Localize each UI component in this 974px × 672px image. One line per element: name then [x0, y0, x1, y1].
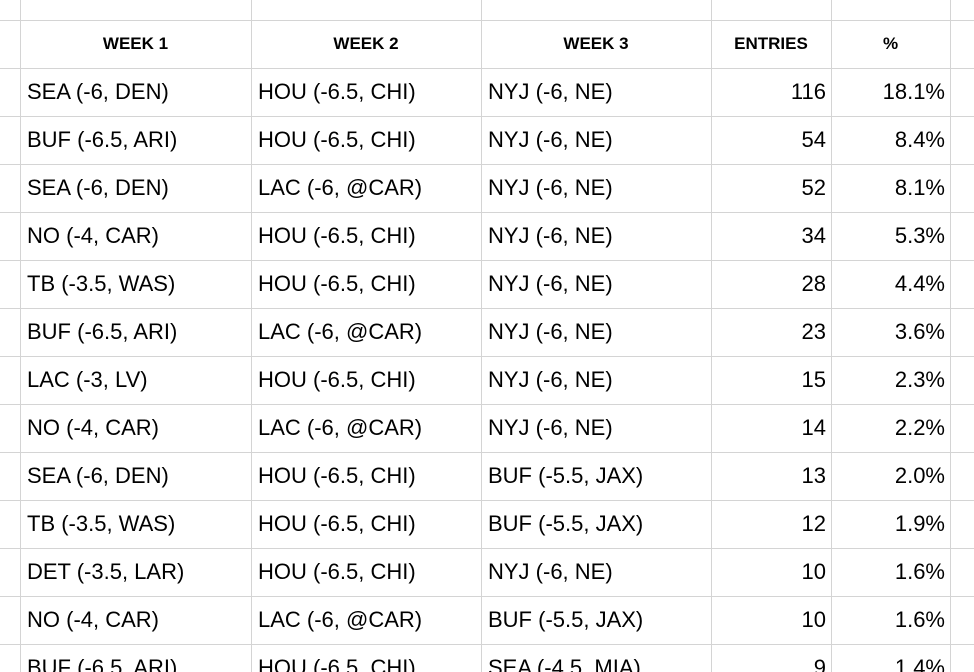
table-cell: SEA (-6, DEN) — [27, 463, 169, 488]
table-cell: 10 — [801, 559, 826, 584]
column-header: WEEK 3 — [563, 34, 629, 53]
table-cell: HOU (-6.5, CHI) — [258, 463, 416, 488]
table-cell: DET (-3.5, LAR) — [27, 559, 185, 584]
table-cell: 14 — [801, 415, 826, 440]
table-cell: SEA (-6, DEN) — [27, 175, 169, 200]
table-cell: 12 — [801, 511, 826, 536]
table-cell: 2.2% — [894, 415, 945, 440]
table-cell: 4.4% — [894, 271, 945, 296]
table-cell: NYJ (-6, NE) — [488, 223, 613, 248]
table-cell: 1.9% — [894, 511, 945, 536]
table-cell: 116 — [790, 79, 826, 104]
table-cell: 10 — [801, 607, 826, 632]
table-cell: 1.6% — [894, 559, 945, 584]
table-cell: TB (-3.5, WAS) — [27, 271, 176, 296]
table-cell: 8.1% — [894, 175, 945, 200]
table-cell: 1.4% — [894, 655, 945, 672]
column-header: ENTRIES — [734, 34, 808, 53]
grid-line — [251, 0, 252, 672]
table-cell: NYJ (-6, NE) — [488, 415, 613, 440]
table-cell: HOU (-6.5, CHI) — [258, 511, 416, 536]
grid-line — [20, 0, 21, 672]
grid-line — [0, 596, 974, 597]
table-cell: 2.3% — [894, 367, 945, 392]
grid-line — [950, 0, 951, 672]
grid-line — [0, 644, 974, 645]
table-cell: 28 — [801, 271, 826, 296]
grid-line — [481, 0, 482, 672]
grid-line — [0, 116, 974, 117]
table-cell: HOU (-6.5, CHI) — [258, 559, 416, 584]
table-cell: NO (-4, CAR) — [27, 415, 159, 440]
grid-line — [0, 68, 974, 69]
table-cell: 54 — [801, 127, 826, 152]
table-cell: BUF (-5.5, JAX) — [488, 463, 644, 488]
table-cell: 23 — [801, 319, 826, 344]
grid-line — [0, 500, 974, 501]
table-cell: NYJ (-6, NE) — [488, 271, 613, 296]
table-cell: NYJ (-6, NE) — [488, 79, 613, 104]
grid-line — [0, 452, 974, 453]
table-cell: HOU (-6.5, CHI) — [258, 271, 416, 296]
table-cell: 34 — [801, 223, 826, 248]
table-cell: 9 — [813, 655, 826, 672]
table-cell: LAC (-6, @CAR) — [258, 607, 423, 632]
table-cell: HOU (-6.5, CHI) — [258, 367, 416, 392]
table-cell: NYJ (-6, NE) — [488, 367, 613, 392]
table-cell: NYJ (-6, NE) — [488, 319, 613, 344]
table-cell: 18.1% — [882, 79, 945, 104]
table-cell: BUF (-5.5, JAX) — [488, 511, 644, 536]
table-cell: 15 — [801, 367, 826, 392]
table-cell: LAC (-6, @CAR) — [258, 415, 423, 440]
table-cell: 13 — [801, 463, 826, 488]
table-cell: NO (-4, CAR) — [27, 223, 159, 248]
table-cell: LAC (-6, @CAR) — [258, 319, 423, 344]
table-cell: NYJ (-6, NE) — [488, 127, 613, 152]
table-cell: BUF (-6.5, ARI) — [27, 655, 178, 672]
table-cell: 5.3% — [894, 223, 945, 248]
grid-line — [0, 164, 974, 165]
grid-line — [831, 0, 832, 672]
table-cell: SEA (-6, DEN) — [27, 79, 169, 104]
table-cell: BUF (-6.5, ARI) — [27, 319, 178, 344]
table-cell: 1.6% — [894, 607, 945, 632]
table-cell: HOU (-6.5, CHI) — [258, 223, 416, 248]
table-cell: 3.6% — [894, 319, 945, 344]
table-cell: TB (-3.5, WAS) — [27, 511, 176, 536]
table-cell: 8.4% — [894, 127, 945, 152]
table-cell: HOU (-6.5, CHI) — [258, 655, 416, 672]
table-cell: BUF (-6.5, ARI) — [27, 127, 178, 152]
grid-line — [0, 20, 974, 21]
table-cell: 52 — [801, 175, 826, 200]
table-cell: NYJ (-6, NE) — [488, 559, 613, 584]
table-cell: NYJ (-6, NE) — [488, 175, 613, 200]
grid-line — [0, 260, 974, 261]
grid-line — [0, 548, 974, 549]
table-cell: HOU (-6.5, CHI) — [258, 79, 416, 104]
table-cell: 2.0% — [894, 463, 945, 488]
column-header: % — [882, 34, 899, 53]
column-header: WEEK 1 — [102, 34, 169, 53]
table-cell: BUF (-5.5, JAX) — [488, 607, 644, 632]
grid-line — [0, 404, 974, 405]
column-header: WEEK 2 — [333, 34, 399, 53]
table-cell: SEA (-4.5, MIA) — [488, 655, 641, 672]
table-cell: NO (-4, CAR) — [27, 607, 159, 632]
table-cell: LAC (-6, @CAR) — [258, 175, 423, 200]
grid-line — [0, 308, 974, 309]
table-cell: LAC (-3, LV) — [27, 367, 148, 392]
grid-line — [0, 356, 974, 357]
grid-line — [0, 212, 974, 213]
table-cell: HOU (-6.5, CHI) — [258, 127, 416, 152]
grid-line — [711, 0, 712, 672]
